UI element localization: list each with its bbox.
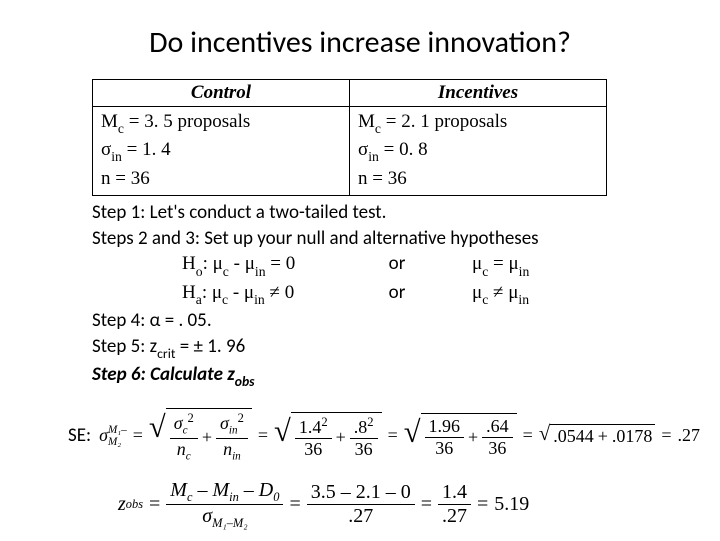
step-5: Step 5: zcrit = ± 1. 96 bbox=[92, 334, 682, 362]
zobs-formula: zobs = Mc – Min – D0 σM₁–M₂ = 3.5 – 2.1 … bbox=[118, 479, 682, 531]
th-control: Control bbox=[93, 80, 350, 107]
step-6: Step 6: Calculate zobs bbox=[92, 362, 682, 390]
slide-title: Do incentives increase innovation? bbox=[38, 24, 682, 61]
step-4: Step 4: α = . 05. bbox=[92, 308, 682, 334]
se-formula: SE: σM₁–M₂ = √ σc2nc + σin2nin = √ 1.423… bbox=[68, 408, 682, 463]
th-incentives: Incentives bbox=[350, 80, 607, 107]
comparison-table: Control Incentives Mc = 3. 5 proposals σ… bbox=[92, 79, 607, 196]
td-control: Mc = 3. 5 proposals σin = 1. 4 n = 36 bbox=[93, 107, 350, 196]
steps-block: Step 1: Let's conduct a two-tailed test.… bbox=[92, 200, 682, 390]
hypothesis-alt: Ha: μc - μin ≠ 0 or μc ≠ μin bbox=[92, 280, 682, 308]
td-incentives: Mc = 2. 1 proposals σin = 0. 8 n = 36 bbox=[350, 107, 607, 196]
hypothesis-null: Ho: μc - μin = 0 or μc = μin bbox=[92, 251, 682, 279]
step-2-3: Steps 2 and 3: Set up your null and alte… bbox=[92, 226, 682, 252]
step-1: Step 1: Let's conduct a two-tailed test. bbox=[92, 200, 682, 226]
